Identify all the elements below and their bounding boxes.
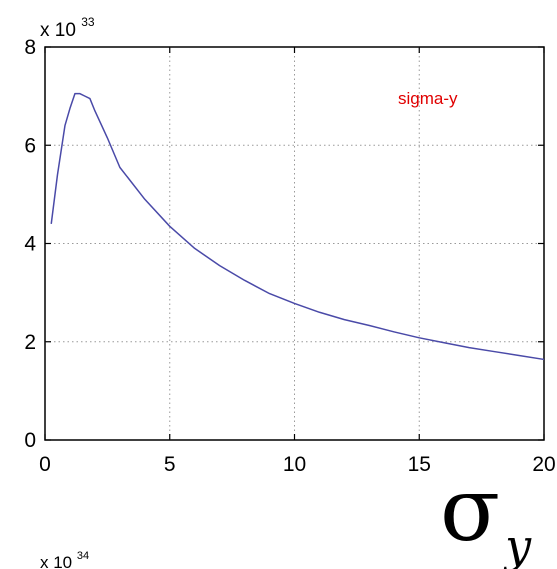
y-multiplier-exponent: 33 — [81, 15, 95, 29]
y-tick-label-3: 6 — [24, 134, 36, 157]
y-multiplier-label: x 10 33 — [40, 15, 95, 41]
y-tick-labels: 0 2 4 6 8 — [24, 36, 36, 452]
y-tick-label-0: 0 — [24, 429, 36, 452]
x-tick-label-1: 5 — [164, 453, 176, 476]
y-tick-label-4: 8 — [24, 36, 36, 59]
x-tick-labels: 0 5 10 15 20 — [39, 453, 556, 476]
y-tick-label-2: 4 — [24, 233, 36, 256]
bottom-multiplier-label: x 10 34 — [40, 550, 89, 569]
plot-area: 0 5 10 15 20 0 2 4 6 8 — [24, 36, 555, 476]
y-multiplier-base: x 10 — [40, 20, 76, 41]
legend-series-label: sigma-y — [398, 89, 458, 108]
series-lines — [50, 92, 545, 361]
sigma-symbol: σ — [440, 458, 500, 561]
sigma-y-symbol: σ y — [440, 458, 532, 569]
x-tick-label-2: 10 — [283, 453, 306, 476]
bottom-multiplier-base: x 10 — [40, 553, 72, 569]
x-tick-label-4: 20 — [532, 453, 555, 476]
bottom-multiplier-exponent: 34 — [77, 550, 89, 562]
series-line-sigma-y — [50, 92, 545, 361]
y-tick-label-1: 2 — [24, 331, 36, 354]
sigma-subscript: y — [503, 519, 532, 569]
plot-frame — [44, 46, 545, 441]
x-tick-label-3: 15 — [408, 453, 431, 476]
x-tick-label-0: 0 — [39, 453, 51, 476]
tick-marks — [44, 46, 545, 441]
